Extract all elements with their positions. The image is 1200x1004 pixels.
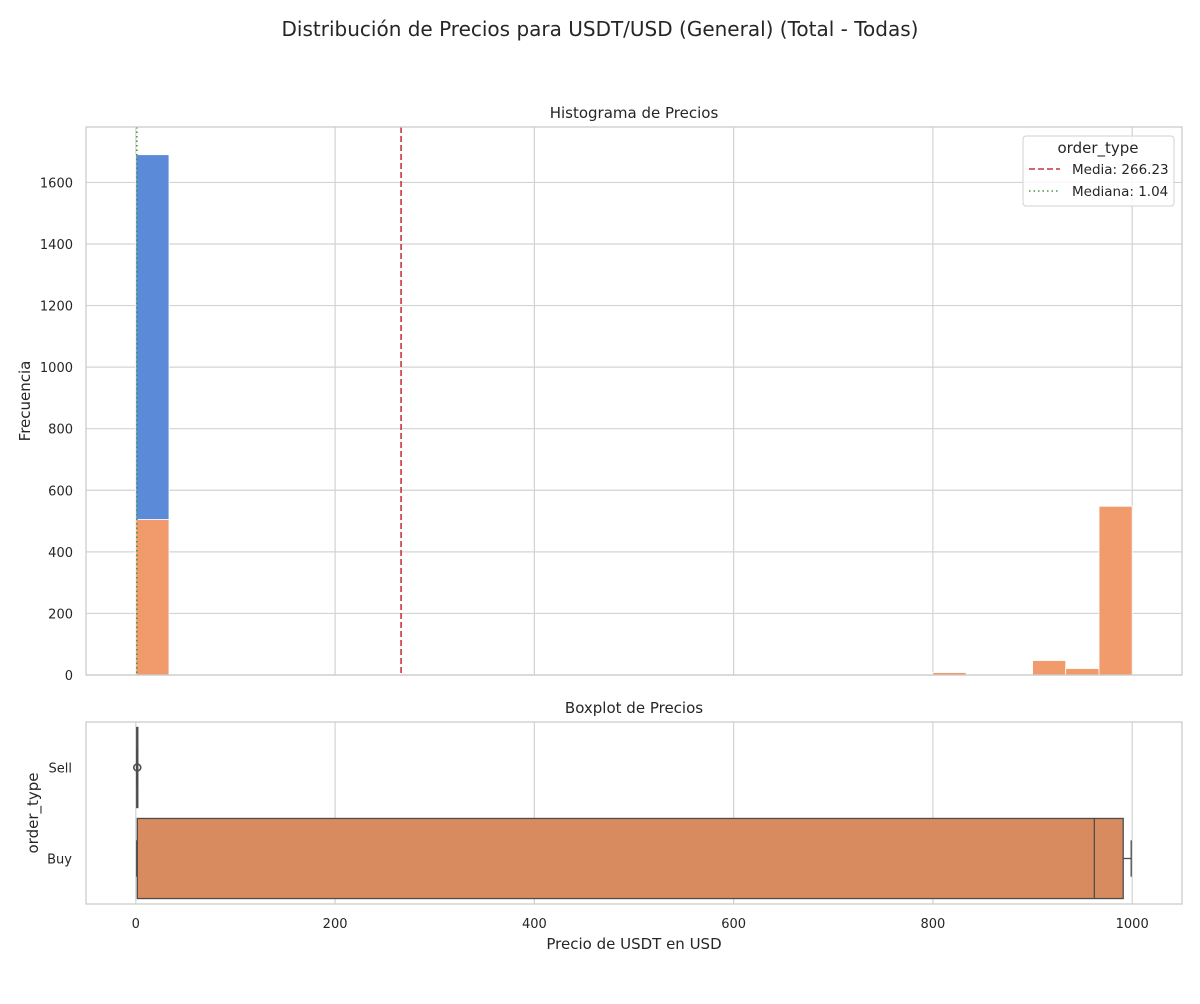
histogram-axes: Histograma de Precios 0 200 400 600 800 1000 1… xyxy=(16,104,1183,684)
boxplot-frame xyxy=(85,721,1183,905)
boxplot-marks xyxy=(132,726,1132,900)
boxplot-x-tick-label: 0 xyxy=(132,917,140,932)
histogram-bar-buy xyxy=(1098,505,1133,676)
histogram-bars xyxy=(135,154,1133,676)
boxplot-y-tick-label: Buy xyxy=(47,853,72,868)
boxplot-x-tick-label: 600 xyxy=(721,917,746,932)
boxplot-y-tick-label: Sell xyxy=(49,762,72,777)
boxplot-x-tick-label: 1000 xyxy=(1116,917,1149,932)
boxplot-x-axis-label: Precio de USDT en USD xyxy=(546,935,721,953)
boxplot-outlier-sell xyxy=(133,763,142,772)
histogram-y-tick-label: 200 xyxy=(48,607,73,622)
boxplot-x-tick-label: 400 xyxy=(522,917,547,932)
boxplot-x-tick-label: 200 xyxy=(323,917,348,932)
histogram-bar-buy xyxy=(1032,660,1067,676)
boxplot-axes: Boxplot de Precios 0 200 400 600 800 1000 Sel… xyxy=(24,699,1183,953)
histogram-reference-lines xyxy=(136,127,402,675)
histogram-bar-buy xyxy=(135,519,170,676)
histogram-y-tick-label: 0 xyxy=(65,669,73,684)
histogram-bar-sell xyxy=(135,154,170,520)
boxplot-x-ticks: 0 200 400 600 800 1000 xyxy=(132,917,1149,932)
legend-title: order_type xyxy=(1057,139,1138,158)
legend: order_type Media: 266.23 Mediana: 1.04 xyxy=(1022,135,1175,207)
boxplot-title: Boxplot de Precios xyxy=(565,699,703,717)
legend-mean-label: Media: 266.23 xyxy=(1072,162,1169,178)
histogram-y-tick-label: 1400 xyxy=(40,238,73,253)
histogram-y-tick-label: 1000 xyxy=(40,361,73,376)
histogram-y-axis-label: Frecuencia xyxy=(16,361,34,442)
histogram-bar-buy xyxy=(1065,668,1100,676)
histogram-grid xyxy=(86,127,1182,676)
histogram-y-ticks: 0 200 400 600 800 1000 1200 1400 1600 xyxy=(40,176,73,684)
legend-median-label: Mediana: 1.04 xyxy=(1072,184,1168,200)
boxplot-x-tick-label: 800 xyxy=(920,917,945,932)
boxplot-y-ticks: Sell Buy xyxy=(47,762,72,868)
boxplot-box-buy xyxy=(136,817,1124,900)
histogram-y-tick-label: 1200 xyxy=(40,300,73,315)
legend-box xyxy=(1022,135,1175,207)
histogram-title: Histograma de Precios xyxy=(550,104,719,122)
histogram-y-tick-label: 800 xyxy=(48,423,73,438)
boxplot-y-axis-label: order_type xyxy=(24,772,43,853)
histogram-y-tick-label: 600 xyxy=(48,484,73,499)
histogram-frame xyxy=(85,126,1183,676)
histogram-y-tick-label: 400 xyxy=(48,546,73,561)
figure-title: Distribución de Precios para USDT/USD (G… xyxy=(282,17,919,41)
histogram-y-tick-label: 1600 xyxy=(40,176,73,191)
